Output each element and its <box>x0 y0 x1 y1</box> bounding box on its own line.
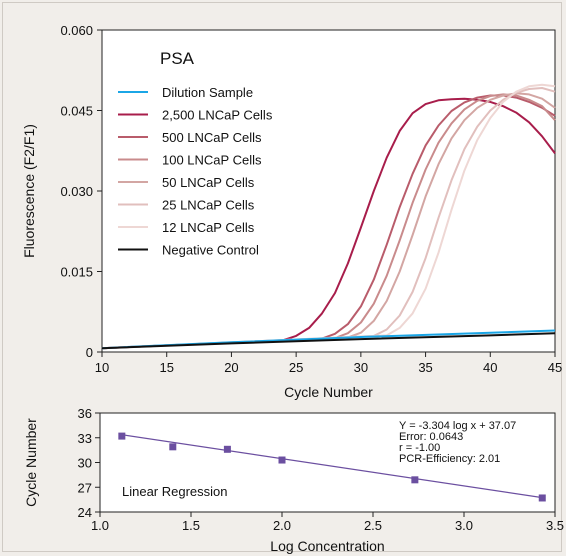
y-axis-label: Fluorescence (F2/F1) <box>21 124 37 258</box>
reg-x-axis-label: Log Concentration <box>270 538 384 554</box>
series-500-lncap-cells <box>101 94 556 350</box>
x-tick-label-45: 45 <box>548 360 562 375</box>
legend-entry-4: 50 LNCaP Cells <box>162 175 255 190</box>
series-12-lncap-cells <box>101 83 556 350</box>
series-2-500-lncap-cells <box>101 97 556 350</box>
plot-area <box>101 29 556 353</box>
reg-x-tick-label-3.0: 3.0 <box>455 518 473 533</box>
regression-annotation-3: PCR-Efficiency: 2.01 <box>399 453 500 465</box>
series-line <box>101 83 556 350</box>
y-tick-label-0.015: 0.015 <box>60 265 93 280</box>
regression-point-5 <box>538 494 546 502</box>
legend-entry-5: 25 LNCaP Cells <box>162 198 255 213</box>
reg-y-tick-label-30: 30 <box>78 456 92 471</box>
legend-entry-6: 12 LNCaP Cells <box>162 220 255 235</box>
series-25-lncap-cells <box>101 87 556 350</box>
regression-point-1 <box>169 443 177 451</box>
reg-y-tick-label-33: 33 <box>78 431 92 446</box>
series-line <box>101 93 556 350</box>
reg-y-tick-label-24: 24 <box>78 505 92 520</box>
series-line <box>101 94 556 350</box>
legend-entry-1: 2,500 LNCaP Cells <box>162 108 273 123</box>
chart-title: PSA <box>160 49 195 68</box>
legend-entry-0: Dilution Sample <box>162 85 253 100</box>
legend-entry-2: 500 LNCaP Cells <box>162 130 262 145</box>
regression-point-4 <box>411 476 419 484</box>
regression-point-0 <box>118 432 126 440</box>
reg-y-tick-label-27: 27 <box>78 480 92 495</box>
x-tick-label-35: 35 <box>418 360 432 375</box>
x-tick-label-10: 10 <box>95 360 109 375</box>
y-tick-label-0.030: 0.030 <box>60 184 93 199</box>
regression-annotation-0: Y = -3.304 log x + 37.07 <box>399 420 516 432</box>
reg-x-tick-label-1.0: 1.0 <box>91 518 109 533</box>
regression-annotation-2: r = -1.00 <box>399 442 440 454</box>
series-100-lncap-cells <box>101 93 556 350</box>
y-tick-label-0.060: 0.060 <box>60 23 93 38</box>
reg-y-tick-label-36: 36 <box>78 406 92 421</box>
legend-entry-3: 100 LNCaP Cells <box>162 153 262 168</box>
x-tick-label-15: 15 <box>159 360 173 375</box>
x-axis-label: Cycle Number <box>284 384 373 400</box>
series-line <box>101 87 556 350</box>
x-tick-label-20: 20 <box>224 360 238 375</box>
regression-annotation-1: Error: 0.0643 <box>399 431 463 443</box>
x-tick-label-30: 30 <box>354 360 368 375</box>
x-tick-label-25: 25 <box>289 360 303 375</box>
regression-fit-line <box>121 434 543 499</box>
regression-plot-area <box>99 412 556 513</box>
series-line <box>101 97 556 350</box>
reg-x-tick-label-2.0: 2.0 <box>273 518 291 533</box>
reg-x-tick-label-2.5: 2.5 <box>364 518 382 533</box>
series-line <box>101 332 556 350</box>
y-tick-label-0.045: 0.045 <box>60 104 93 119</box>
regression-point-2 <box>223 445 231 453</box>
regression-point-3 <box>278 456 286 464</box>
legend-entry-7: Negative Control <box>162 243 259 258</box>
y-tick-label-0: 0 <box>86 345 93 360</box>
reg-y-axis-label: Cycle Number <box>23 418 39 507</box>
reg-x-tick-label-3.5: 3.5 <box>546 518 564 533</box>
series-line <box>101 92 556 350</box>
x-tick-label-40: 40 <box>483 360 497 375</box>
reg-x-tick-label-1.5: 1.5 <box>182 518 200 533</box>
series-50-lncap-cells <box>101 92 556 350</box>
series-negative-control <box>101 332 556 350</box>
regression-title: Linear Regression <box>122 484 228 499</box>
